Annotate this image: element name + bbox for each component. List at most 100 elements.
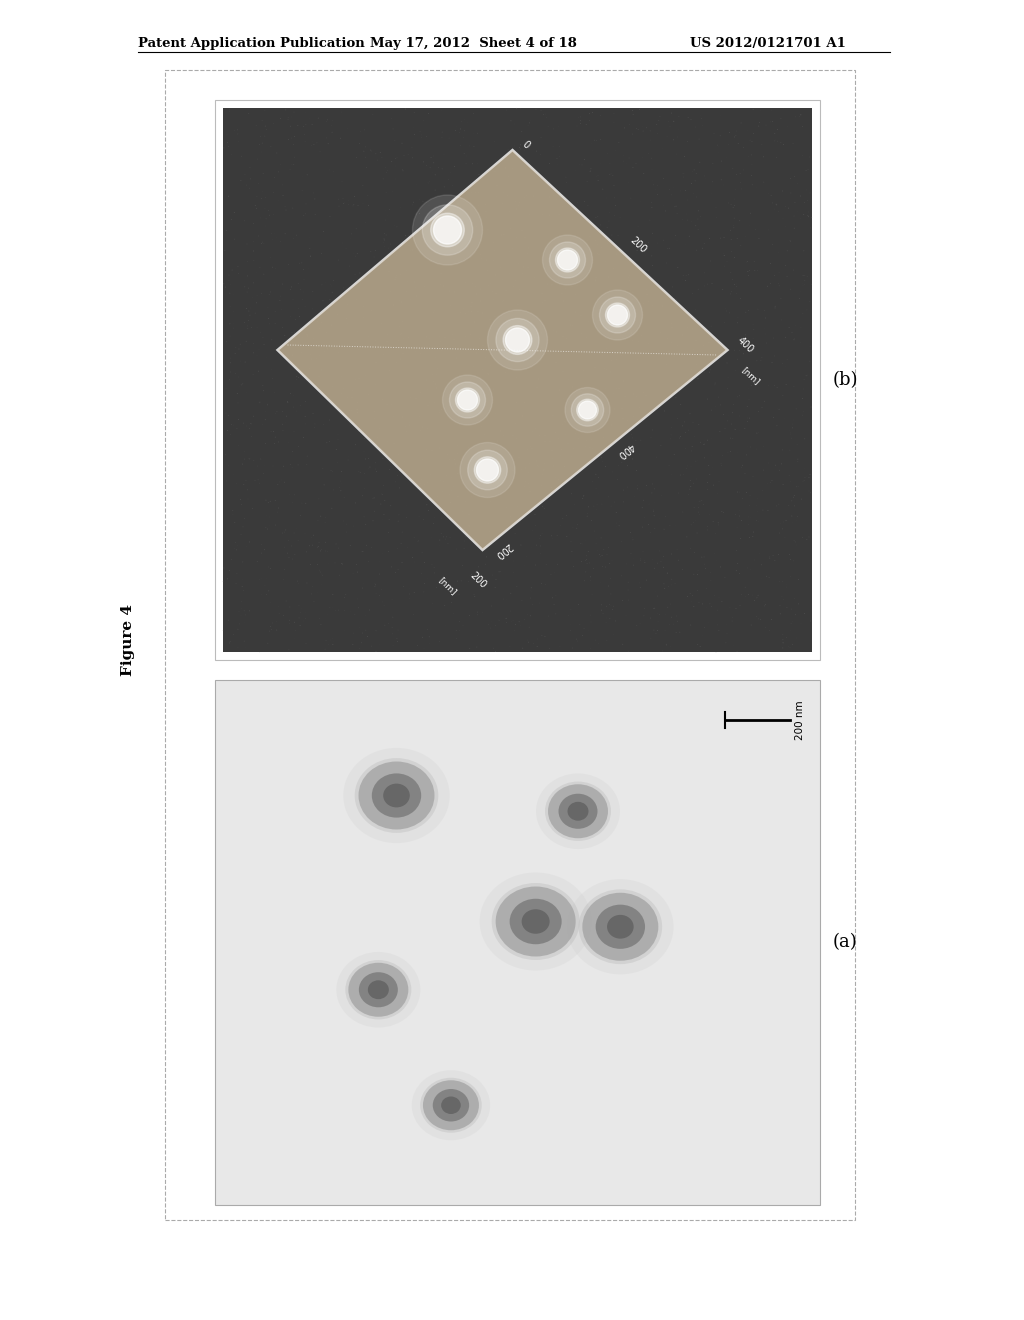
Point — [665, 276, 681, 297]
Point — [253, 232, 269, 253]
Point — [739, 408, 756, 429]
Point — [259, 393, 275, 414]
Point — [397, 226, 414, 247]
Point — [757, 318, 773, 339]
Point — [236, 413, 252, 434]
Point — [563, 446, 580, 467]
Point — [662, 614, 678, 635]
Point — [603, 343, 620, 364]
Point — [346, 194, 362, 215]
Point — [615, 150, 632, 172]
Point — [575, 484, 592, 506]
Point — [462, 516, 478, 537]
Point — [774, 624, 791, 645]
Point — [365, 488, 381, 510]
Point — [569, 513, 586, 535]
Point — [715, 243, 731, 264]
Point — [249, 363, 265, 384]
Point — [426, 152, 442, 173]
Point — [306, 591, 323, 612]
Point — [503, 111, 519, 132]
Point — [689, 209, 706, 230]
Point — [287, 628, 303, 649]
Point — [645, 499, 662, 520]
Point — [435, 257, 452, 279]
Point — [601, 202, 617, 223]
Point — [565, 556, 582, 577]
Point — [541, 392, 557, 413]
Point — [590, 235, 606, 256]
Point — [753, 100, 769, 121]
Point — [482, 309, 499, 330]
Point — [535, 463, 551, 484]
Point — [729, 228, 745, 249]
Point — [687, 170, 703, 191]
Point — [380, 521, 396, 543]
Point — [686, 426, 702, 447]
Point — [636, 606, 652, 627]
Point — [532, 127, 549, 148]
Point — [245, 364, 261, 385]
Point — [249, 186, 265, 207]
Point — [222, 296, 239, 317]
Point — [802, 292, 818, 313]
Point — [546, 185, 562, 206]
Point — [437, 327, 454, 348]
Point — [271, 290, 288, 312]
Point — [378, 224, 394, 246]
Point — [511, 252, 527, 273]
Point — [652, 280, 669, 301]
Point — [690, 201, 707, 222]
Point — [655, 194, 672, 215]
Point — [399, 271, 416, 292]
Point — [743, 375, 760, 396]
Point — [694, 626, 711, 647]
Point — [587, 520, 603, 541]
Point — [566, 494, 583, 515]
Point — [796, 203, 812, 224]
Point — [267, 403, 284, 424]
Point — [587, 215, 603, 236]
Point — [634, 516, 650, 537]
Point — [299, 325, 315, 346]
Point — [438, 465, 455, 486]
Point — [571, 614, 588, 635]
Point — [791, 475, 807, 496]
Point — [625, 100, 641, 121]
Point — [368, 461, 384, 482]
Point — [726, 218, 742, 239]
Point — [745, 123, 762, 144]
Point — [318, 111, 335, 132]
Point — [278, 199, 294, 220]
Point — [441, 449, 458, 470]
Point — [595, 306, 611, 327]
Point — [606, 187, 623, 209]
Point — [622, 280, 638, 301]
Point — [594, 451, 610, 473]
Point — [271, 603, 288, 624]
Point — [680, 420, 696, 441]
Point — [637, 552, 653, 573]
Point — [610, 226, 627, 247]
Point — [490, 561, 507, 582]
Point — [699, 479, 716, 500]
Point — [636, 381, 652, 403]
Point — [669, 381, 685, 403]
Point — [681, 226, 697, 247]
Point — [740, 389, 757, 411]
Point — [683, 515, 699, 536]
Point — [500, 185, 516, 206]
Point — [644, 255, 660, 276]
Circle shape — [565, 388, 610, 433]
Point — [759, 566, 775, 587]
Point — [656, 400, 673, 421]
Circle shape — [460, 442, 515, 498]
Point — [677, 271, 693, 292]
Point — [625, 289, 641, 310]
Point — [771, 399, 787, 420]
Point — [305, 131, 322, 152]
Point — [502, 424, 518, 445]
Point — [280, 107, 296, 128]
Point — [358, 535, 375, 556]
Point — [582, 437, 598, 458]
